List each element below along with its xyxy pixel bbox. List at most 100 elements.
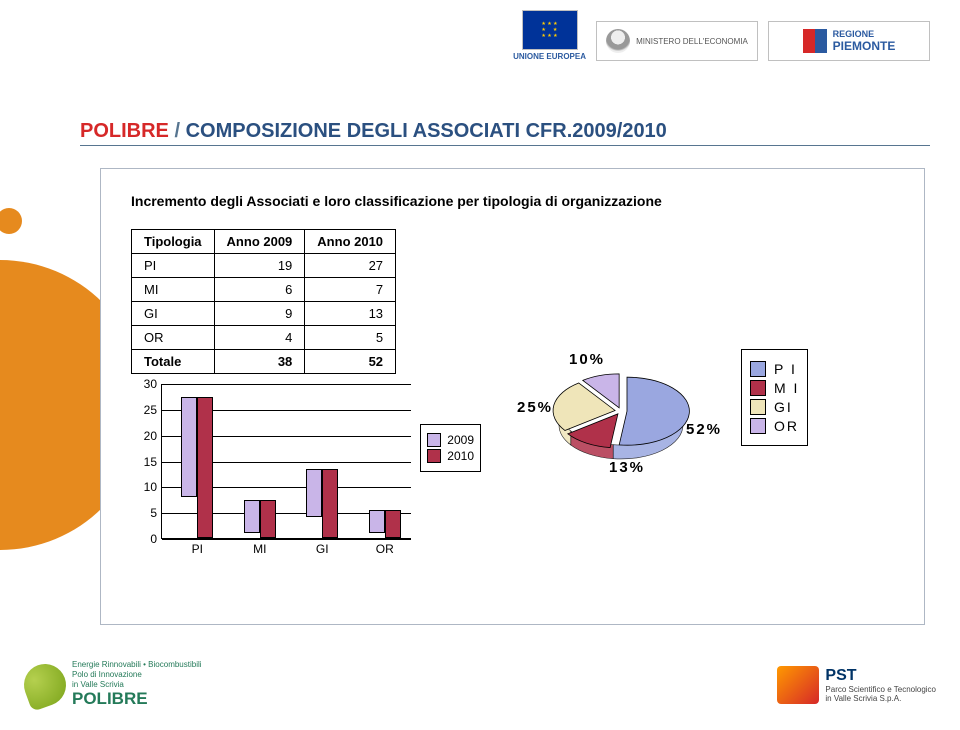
table-cell: 7 (305, 278, 396, 302)
pie-pct-label: 52% (686, 421, 722, 438)
legend-swatch (750, 361, 766, 377)
pst-text: PST Parco Scientifico e Tecnologico in V… (825, 667, 936, 703)
table-header-row: TipologiaAnno 2009Anno 2010 (132, 230, 396, 254)
x-tick-label: OR (376, 542, 394, 556)
bar (306, 469, 322, 518)
pst-name: PST (825, 667, 936, 685)
legend-label: 2010 (447, 449, 474, 463)
legend-swatch (750, 399, 766, 415)
bar-group (363, 510, 407, 538)
legend-item: 2009 (427, 433, 474, 447)
eu-flag-icon: ★ ★ ★★ ★★ ★ ★ (522, 10, 578, 50)
legend-label: OR (774, 418, 799, 434)
x-tick-label: GI (316, 542, 329, 556)
legend-label: 2009 (447, 433, 474, 447)
gridline (162, 539, 411, 540)
table-row: OR45 (132, 326, 396, 350)
bar (369, 510, 385, 533)
y-tick-label: 15 (131, 455, 157, 469)
pst-tag2: in Valle Scrivia S.p.A. (825, 694, 936, 703)
legend-swatch (750, 418, 766, 434)
tipologia-table: TipologiaAnno 2009Anno 2010 PI1927MI67GI… (131, 229, 396, 374)
y-tick-label: 25 (131, 403, 157, 417)
pie-wrap: 52%13%25%10% (531, 359, 711, 479)
leaf-icon (18, 658, 72, 712)
table-row: PI1927 (132, 254, 396, 278)
title-underline (80, 145, 930, 146)
table-cell: 27 (305, 254, 396, 278)
bar-legend: 2009 2010 (420, 424, 481, 472)
legend-item: M I (750, 380, 799, 396)
title-sep: / (169, 120, 186, 142)
table-cell: GI (132, 302, 215, 326)
polibre-tag3: in Valle Scrivia (72, 680, 202, 690)
page-title-wrap: POLIBRE / COMPOSIZIONE DEGLI ASSOCIATI C… (80, 120, 930, 146)
pst-logo: PST Parco Scientifico e Tecnologico in V… (777, 650, 936, 720)
bar (260, 500, 276, 538)
legend-swatch (750, 380, 766, 396)
legend-swatch (427, 449, 441, 463)
polibre-text: Energie Rinnovabili • Biocombustibili Po… (72, 660, 202, 709)
table-col: Anno 2010 (305, 230, 396, 254)
table-cell: 19 (214, 254, 305, 278)
table-row: GI913 (132, 302, 396, 326)
table-cell: 52 (305, 350, 396, 374)
sponsor-eu: ★ ★ ★★ ★★ ★ ★ UNIONE EUROPEA (513, 10, 586, 61)
italy-emblem-icon (606, 29, 630, 53)
regione-box: REGIONE PIEMONTE (768, 21, 930, 61)
y-tick-label: 0 (131, 532, 157, 546)
table-cell: 5 (305, 326, 396, 350)
legend-item: OR (750, 418, 799, 434)
bar (244, 500, 260, 533)
table-row: MI67 (132, 278, 396, 302)
polibre-tag1: Energie Rinnovabili • Biocombustibili (72, 660, 202, 670)
sponsor-ministry: MINISTERO DELL'ECONOMIA (596, 21, 758, 61)
y-tick-label: 20 (131, 429, 157, 443)
title-main: COMPOSIZIONE DEGLI ASSOCIATI CFR. (186, 120, 573, 142)
bar-group (175, 397, 219, 539)
decor-bullet (0, 208, 22, 234)
polibre-tag2: Polo di Innovazione (72, 670, 202, 680)
pie-chart: 52%13%25%10% (531, 359, 711, 479)
x-tick-label: MI (253, 542, 266, 556)
y-tick-label: 10 (131, 480, 157, 494)
regione-name: PIEMONTE (833, 39, 896, 53)
legend-item: P I (750, 361, 799, 377)
pst-tag1: Parco Scientifico e Tecnologico (825, 685, 936, 694)
bar-group (238, 500, 282, 538)
section-subtitle: Incremento degli Associati e loro classi… (131, 193, 894, 209)
polibre-name: POLIBRE (72, 689, 202, 709)
y-tick-label: 30 (131, 377, 157, 391)
table-body: PI1927MI67GI913OR45Totale3852 (132, 254, 396, 374)
ministry-box: MINISTERO DELL'ECONOMIA (596, 21, 758, 61)
gridline (162, 384, 411, 385)
legend-label: M I (774, 380, 799, 396)
pst-icon (777, 666, 819, 704)
eu-caption: UNIONE EUROPEA (513, 52, 586, 61)
flag-left (803, 29, 815, 53)
table-cell: Totale (132, 350, 215, 374)
bar-group (300, 469, 344, 538)
eu-stars-icon: ★ ★ ★★ ★★ ★ ★ (541, 21, 557, 39)
bar (385, 510, 401, 538)
legend-swatch (427, 433, 441, 447)
piemonte-flag-icon (803, 29, 827, 53)
table-cell: OR (132, 326, 215, 350)
title-year: 2009/2010 (572, 120, 667, 142)
table-col: Tipologia (132, 230, 215, 254)
page-title: POLIBRE / COMPOSIZIONE DEGLI ASSOCIATI C… (80, 120, 930, 143)
table-cell: 6 (214, 278, 305, 302)
flag-right (815, 29, 827, 53)
legend-item: 2010 (427, 449, 474, 463)
x-tick-label: PI (192, 542, 203, 556)
bar-plot-area: PIMIGIOR (161, 384, 411, 539)
pie-pct-label: 25% (517, 399, 553, 416)
content-box: Incremento degli Associati e loro classi… (100, 168, 925, 625)
legend-item: GI (750, 399, 799, 415)
bar-chart: PIMIGIOR 20092010 051015202530 (131, 384, 411, 559)
footer-logos: Energie Rinnovabili • Biocombustibili Po… (0, 650, 960, 720)
legend-label: GI (774, 399, 793, 415)
ministry-caption: MINISTERO DELL'ECONOMIA (636, 37, 748, 46)
bar (322, 469, 338, 538)
table-cell: 4 (214, 326, 305, 350)
